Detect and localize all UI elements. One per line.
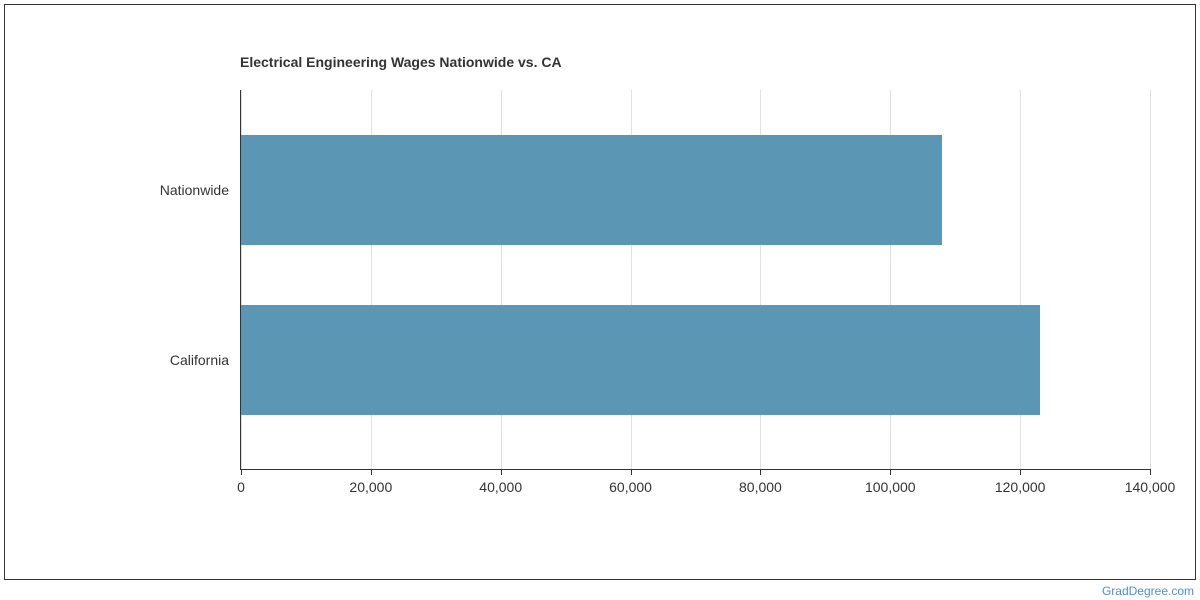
xlabel: 80,000: [739, 479, 782, 495]
xtick: [371, 469, 372, 475]
xtick: [1020, 469, 1021, 475]
bar-nationwide: [241, 135, 942, 245]
xtick: [631, 469, 632, 475]
plot-area: Nationwide California 0 20,000 40,000 60…: [240, 90, 1150, 470]
xlabel: 100,000: [865, 479, 916, 495]
chart-title: Electrical Engineering Wages Nationwide …: [240, 54, 562, 70]
xlabel: 60,000: [609, 479, 652, 495]
xlabel: 40,000: [479, 479, 522, 495]
attribution-link[interactable]: GradDegree.com: [1102, 584, 1194, 598]
ylabel-nationwide: Nationwide: [160, 182, 229, 198]
xlabel: 140,000: [1125, 479, 1176, 495]
xtick: [241, 469, 242, 475]
xlabel: 20,000: [349, 479, 392, 495]
xtick: [760, 469, 761, 475]
gridline: [1150, 90, 1151, 469]
xlabel: 0: [237, 479, 245, 495]
xtick: [1150, 469, 1151, 475]
bar-california: [241, 305, 1040, 415]
xtick: [890, 469, 891, 475]
xtick: [501, 469, 502, 475]
xlabel: 120,000: [995, 479, 1046, 495]
ylabel-california: California: [170, 352, 229, 368]
